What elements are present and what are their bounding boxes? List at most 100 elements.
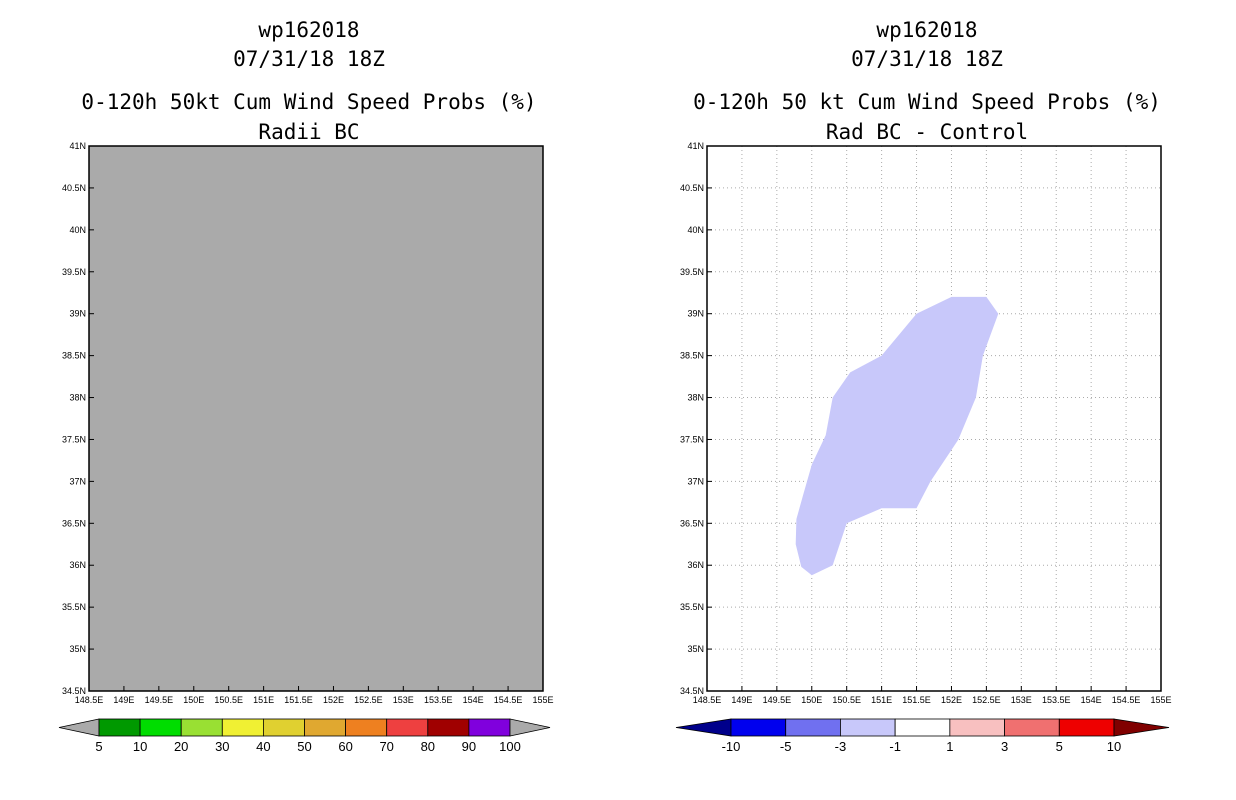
y-tick-label: 36N (687, 560, 704, 570)
y-tick-label: 35.5N (680, 602, 704, 612)
y-tick-label: 41N (69, 141, 86, 151)
x-tick-label: 155E (532, 695, 553, 705)
x-tick-label: 151.5E (284, 695, 313, 705)
colorbar-box (785, 718, 841, 737)
colorbar-label: 20 (174, 739, 188, 754)
x-tick-label: 149E (113, 695, 134, 705)
right-panel: wp162018 07/31/18 18Z 0-120h 50 kt Cum W… (618, 0, 1236, 800)
x-tick-label: 154E (1081, 695, 1102, 705)
y-tick-label: 36N (69, 560, 86, 570)
chart-subtitle: Rad BC - Control (825, 120, 1029, 144)
y-tick-label: 40.5N (62, 183, 86, 193)
x-tick-label: 153E (393, 695, 414, 705)
colorbar-label: -1 (889, 739, 901, 754)
left-panel: wp162018 07/31/18 18Z 0-120h 50kt Cum Wi… (58, 18, 554, 754)
x-tick-label: 153.5E (424, 695, 453, 705)
x-tick-label: 150.5E (832, 695, 861, 705)
colorbar-label: 10 (133, 739, 147, 754)
y-tick-label: 40.5N (680, 183, 704, 193)
x-tick-label: 153.5E (1042, 695, 1071, 705)
colorbar-low-triangle (58, 718, 100, 737)
x-tick-label: 150E (183, 695, 204, 705)
colorbar-label: 5 (1056, 739, 1063, 754)
x-tick-label: 151E (871, 695, 892, 705)
colorbar-box (221, 718, 264, 737)
colorbar-box (304, 718, 346, 737)
x-tick-label: 152.5E (972, 695, 1001, 705)
y-tick-label: 39N (69, 309, 86, 319)
probability-map: 148.5E 149E 149.5E 150E 150.5E 151E 151.5E 152E… (58, 141, 554, 754)
colorbar-box (427, 718, 470, 737)
y-tick-label: 35N (69, 644, 86, 654)
contour-region (795, 296, 999, 576)
y-tick-label: 38N (69, 393, 86, 403)
colorbar-low-triangle (675, 718, 732, 737)
datetime: 07/31/18 18Z (233, 47, 385, 71)
x-tick-label: 153E (1011, 695, 1032, 705)
colorbar-box (949, 718, 1005, 737)
chart-title: 0-120h 50 kt Cum Wind Speed Probs (%) (693, 90, 1161, 114)
plot-frame (88, 145, 544, 692)
x-tick-label: 148.5E (693, 695, 722, 705)
colorbar-label: -3 (835, 739, 847, 754)
x-tick-label: 154.5E (1112, 695, 1141, 705)
colorbar-box (894, 718, 951, 737)
y-tick-label: 36.5N (62, 518, 86, 528)
colorbar-box (262, 718, 305, 737)
y-tick-label: 38.5N (680, 351, 704, 361)
plot-frame (706, 145, 1162, 692)
datetime: 07/31/18 18Z (851, 47, 1003, 71)
colorbar-label: 10 (1107, 739, 1121, 754)
y-tick-label: 41N (687, 141, 704, 151)
y-tick-label: 40N (69, 225, 86, 235)
colorbar-box (1058, 718, 1115, 737)
x-tick-label: 151.5E (902, 695, 931, 705)
y-tick-label: 39N (687, 309, 704, 319)
chart-subtitle: Radii BC (258, 120, 360, 144)
y-tick-label: 35.5N (62, 602, 86, 612)
x-tick-label: 149.5E (145, 695, 174, 705)
y-tick-label: 38N (687, 393, 704, 403)
colorbar-label: 60 (338, 739, 352, 754)
colorbar-box (386, 718, 429, 737)
y-tick-label: 37.5N (62, 434, 86, 444)
storm-id: wp162018 (876, 18, 978, 42)
y-tick-label: 35N (687, 644, 704, 654)
colorbar-box (98, 718, 141, 737)
x-tick-label: 155E (1150, 695, 1171, 705)
x-tick-label: 150.5E (214, 695, 243, 705)
colorbar-label: 100 (499, 739, 521, 754)
colorbar-box (345, 718, 388, 737)
colorbar-label: 1 (946, 739, 953, 754)
colorbar-box (180, 718, 223, 737)
difference-map: 148.5E 149E 149.5E 150E 150.5E 151E 151.5E 152E… (675, 141, 1172, 754)
y-tick-label: 39.5N (680, 267, 704, 277)
x-tick-label: 152E (941, 695, 962, 705)
y-tick-label: 38.5N (62, 351, 86, 361)
x-tick-label: 150E (801, 695, 822, 705)
colorbar-label: -5 (780, 739, 792, 754)
y-tick-label: 39.5N (62, 267, 86, 277)
x-tick-label: 151E (253, 695, 274, 705)
colorbar-high-triangle (509, 718, 551, 737)
colorbar-label: 5 (95, 739, 102, 754)
x-tick-label: 152E (323, 695, 344, 705)
storm-id: wp162018 (258, 18, 360, 42)
y-tick-label: 37N (687, 476, 704, 486)
chart-title: 0-120h 50kt Cum Wind Speed Probs (%) (81, 90, 537, 114)
colorbar-label: 3 (1001, 739, 1008, 754)
y-tick-label: 37.5N (680, 434, 704, 444)
colorbar-box (730, 718, 787, 737)
colorbar-box (1004, 718, 1060, 737)
y-tick-label: 34.5N (62, 686, 86, 696)
colorbar-label: 50 (297, 739, 311, 754)
colorbar-label: 90 (462, 739, 476, 754)
x-tick-label: 154E (463, 695, 484, 705)
y-tick-label: 37N (69, 476, 86, 486)
colorbar-box (840, 718, 896, 737)
colorbar-label: 30 (215, 739, 229, 754)
y-tick-label: 40N (687, 225, 704, 235)
colorbar-label: 40 (256, 739, 270, 754)
colorbar-label: 80 (421, 739, 435, 754)
colorbar-box (139, 718, 182, 737)
